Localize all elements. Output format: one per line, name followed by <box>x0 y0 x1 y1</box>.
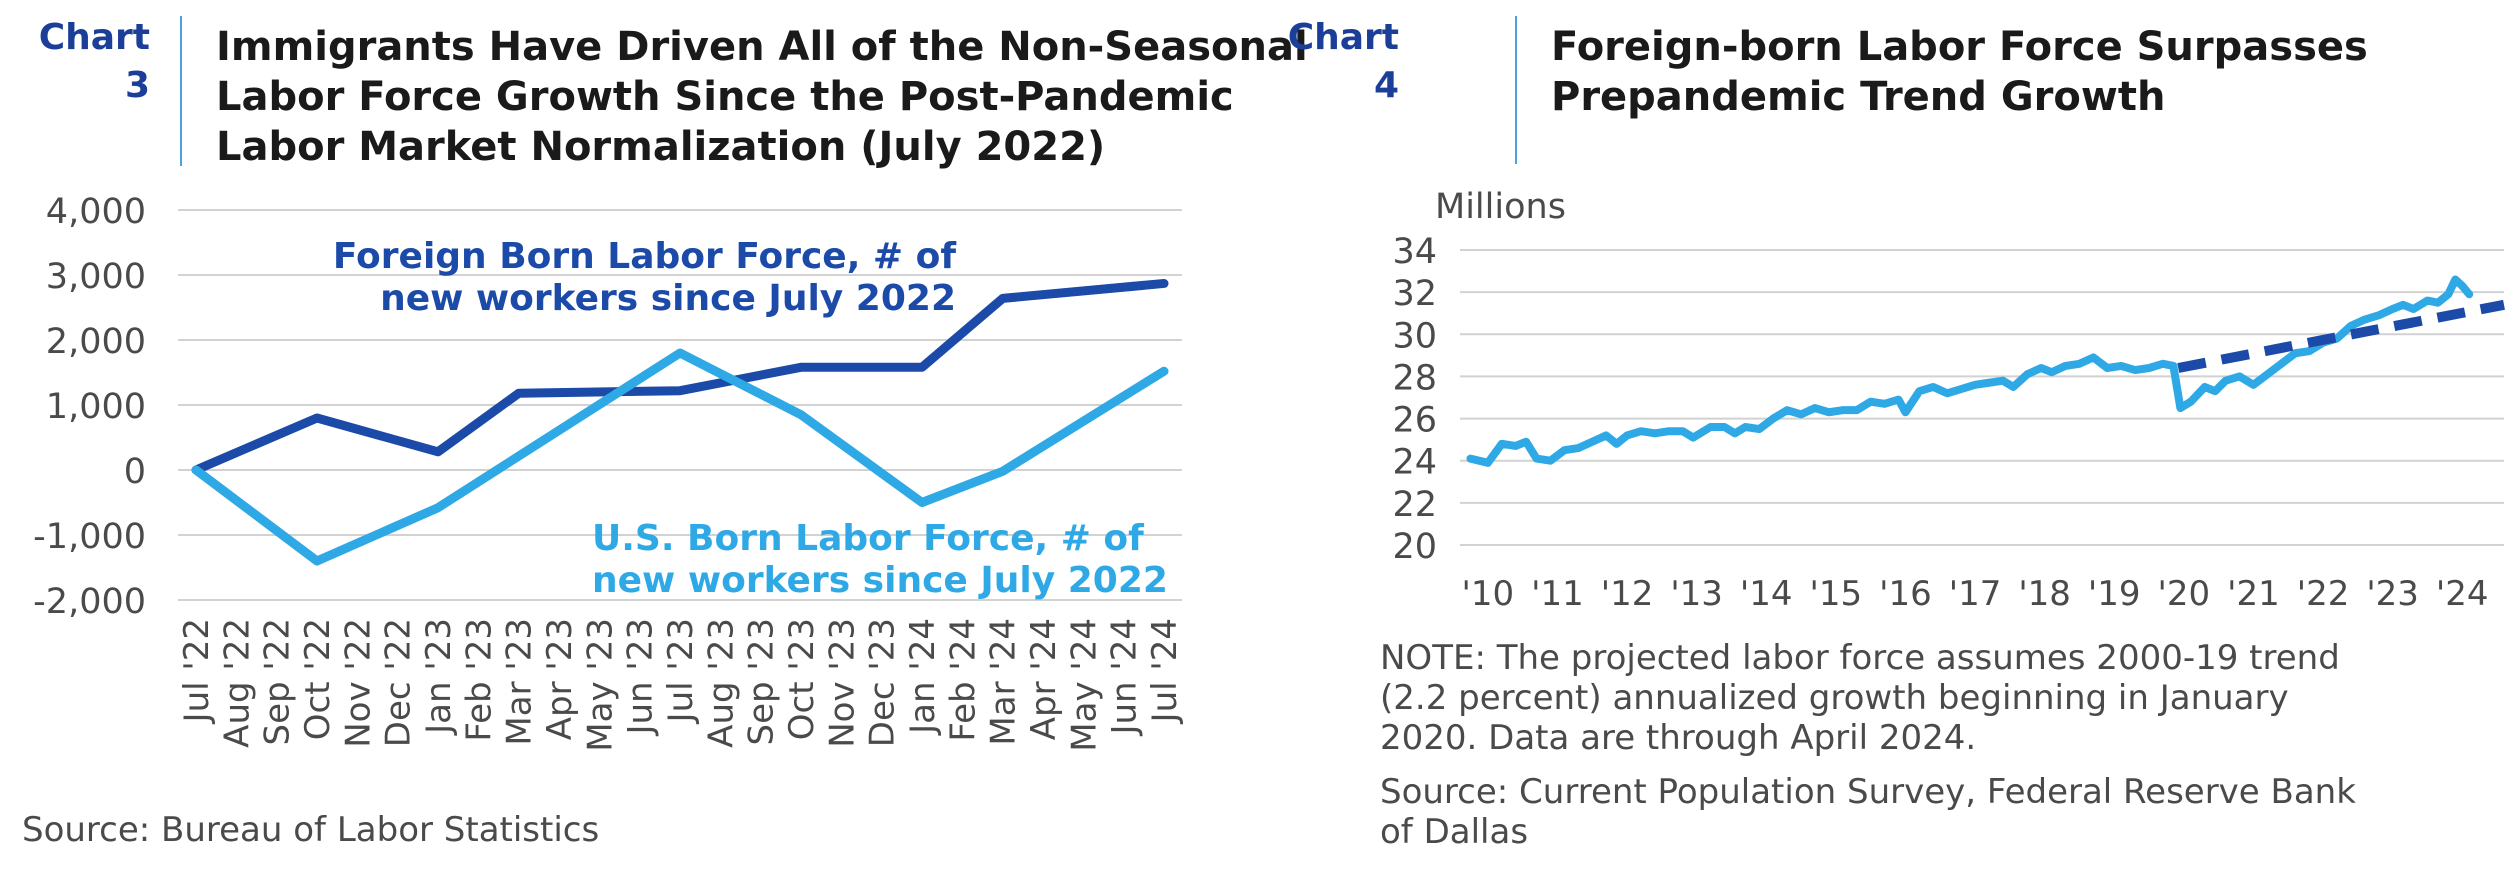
chart-3-y-tick-label: 4,000 <box>46 192 146 232</box>
chart-4-x-tick-label: '23 <box>2366 574 2419 614</box>
chart-4-y-axis-unit-label: Millions <box>1435 187 1566 227</box>
chart-4-projected-trend-line <box>2177 299 2505 373</box>
chart-3-x-tick-label: Jun '23 <box>621 618 661 737</box>
chart-4-y-tick-label: 28 <box>1392 358 1437 398</box>
chart-3-tag-number: 3 <box>124 65 150 106</box>
chart-3-x-tick-label: Apr '24 <box>1024 618 1064 740</box>
chart-3-y-tick-label: -2,000 <box>33 582 146 622</box>
chart-3-y-tick-label: 3,000 <box>46 257 146 297</box>
chart-3-y-tick-label: 0 <box>124 452 146 492</box>
chart-3-tag: Chart 3 <box>0 14 150 110</box>
chart-4-x-tick-label: '15 <box>1810 574 1863 614</box>
chart-4-actual-labor-force-line <box>1466 275 2474 467</box>
chart-3-x-tick-label: May '24 <box>1064 618 1104 752</box>
chart-3-x-tick-label: Jan '23 <box>419 618 459 736</box>
chart-3-x-tick-label: Jun '24 <box>1105 618 1145 737</box>
chart-3-y-tick-label: 1,000 <box>46 387 146 427</box>
chart-3-x-tick-label: Oct '22 <box>298 618 338 740</box>
chart-4-source: Source: Current Population Survey, Feder… <box>1380 772 2356 852</box>
chart-4-x-tick-label: '20 <box>2158 574 2211 614</box>
chart-4-note-line: (2.2 percent) annualized growth beginnin… <box>1380 678 2289 718</box>
chart-3-us-born-label: new workers since July 2022 <box>592 560 1168 601</box>
chart-4-x-tick-label: '11 <box>1531 574 1584 614</box>
chart-4-y-tick-label: 26 <box>1392 401 1437 441</box>
chart-4-x-tick-label: '21 <box>2227 574 2280 614</box>
chart-3-y-tick-label: -1,000 <box>33 517 146 557</box>
chart-3-title-line: Immigrants Have Driven All of the Non-Se… <box>216 24 1308 70</box>
chart-3-x-tick-label: Oct '23 <box>782 618 822 740</box>
chart-4-source-line: Source: Current Population Survey, Feder… <box>1380 772 2356 812</box>
chart-3-title-divider <box>180 16 182 166</box>
chart-3-x-tick-label: Apr '23 <box>540 618 580 740</box>
chart-3-x-tick-label: Jan '24 <box>903 618 943 736</box>
chart-3-foreign-born-series-line <box>191 278 1169 475</box>
chart-3-x-tick-label: May '23 <box>580 618 620 752</box>
chart-4-x-tick-label: '19 <box>2088 574 2141 614</box>
chart-3-x-tick-label: Nov '23 <box>822 618 862 748</box>
chart-3-title-line: Labor Market Normalization (July 2022) <box>216 124 1106 170</box>
chart-3-foreign-born-label: new workers since July 2022 <box>380 278 956 319</box>
chart-3-x-tick-label: Aug '22 <box>217 618 257 748</box>
chart-4-note-line: NOTE: The projected labor force assumes … <box>1380 638 2340 678</box>
chart-4-x-tick-label: '14 <box>1740 574 1793 614</box>
chart-3-x-tick-label: Nov '22 <box>338 618 378 748</box>
chart-3-x-tick-label: Feb '23 <box>459 618 499 742</box>
chart-3-x-tick-label: Feb '24 <box>943 618 983 742</box>
chart-4-y-tick-label: 24 <box>1392 443 1437 483</box>
chart-3-us-born-series-line <box>191 348 1169 566</box>
chart-4-x-tick-label: '10 <box>1462 574 1515 614</box>
chart-3-title: Immigrants Have Driven All of the Non-Se… <box>216 22 1308 172</box>
chart-4-title-line: Foreign-born Labor Force Surpasses <box>1551 24 2368 70</box>
chart-4-y-tick-label: 20 <box>1392 527 1437 567</box>
chart-3-x-tick-label: Aug '23 <box>701 618 741 748</box>
chart-4-x-tick-label: '16 <box>1879 574 1932 614</box>
chart-4-x-tick-label: '12 <box>1601 574 1654 614</box>
chart-3-line-chart: 4,000 3,000 2,000 1,000 0 -1,000 -2,000 Jul '22… <box>33 192 1185 752</box>
chart-3-foreign-born-label: Foreign Born Labor Force, # of <box>333 236 956 277</box>
chart-4-x-tick-label: '22 <box>2297 574 2350 614</box>
chart-4-y-tick-label: 32 <box>1392 274 1437 314</box>
chart-4-tag-number: 4 <box>1373 65 1399 106</box>
chart-4-x-tick-label: '13 <box>1670 574 1723 614</box>
chart-3-x-tick-label: Sep '22 <box>258 618 298 746</box>
chart-4-x-tick-label: '17 <box>1949 574 2002 614</box>
chart-3-x-tick-label: Jul '22 <box>177 618 217 724</box>
chart-3-x-tick-label: Mar '24 <box>984 618 1024 746</box>
chart-4-tag-word: Chart <box>1287 17 1399 58</box>
chart-3-x-tick-label: Sep '23 <box>742 618 782 746</box>
chart-4-y-tick-label: 22 <box>1392 485 1437 525</box>
chart-3-x-tick-label: Dec '23 <box>863 618 903 747</box>
chart-3-source-text: Source: Bureau of Labor Statistics <box>22 810 600 850</box>
chart-3-x-tick-label: Jul '24 <box>1145 618 1185 724</box>
chart-4-title-divider <box>1515 16 1517 164</box>
chart-4-title-line: Prepandemic Trend Growth <box>1551 74 2166 120</box>
chart-3-title-line: Labor Force Growth Since the Post-Pandem… <box>216 74 1234 120</box>
chart-4-x-tick-label: '24 <box>2436 574 2489 614</box>
chart-4-x-tick-label: '18 <box>2018 574 2071 614</box>
chart-3-x-tick-label: Jul '23 <box>661 618 701 724</box>
chart-4-tag: Chart 4 <box>1249 14 1399 110</box>
chart-4-source-line: of Dallas <box>1380 812 1529 852</box>
chart-3-x-tick-label: Mar '23 <box>500 618 540 746</box>
chart-3-x-tick-label: Dec '22 <box>379 618 419 747</box>
chart-4-title: Foreign-born Labor Force Surpasses Prepa… <box>1551 22 2451 122</box>
chart-3-y-tick-label: 2,000 <box>46 322 146 362</box>
chart-3-panel: Chart 3 Immigrants Have Driven All of th… <box>0 14 1308 850</box>
chart-4-panel: Chart 4 Foreign-born Labor Force Surpass… <box>1257 0 2514 875</box>
chart-3-source: Source: Bureau of Labor Statistics <box>22 810 599 850</box>
chart-3-us-born-label: U.S. Born Labor Force, # of <box>592 518 1144 559</box>
chart-4-y-tick-label: 30 <box>1392 316 1437 356</box>
chart-3-tag-word: Chart <box>38 17 150 58</box>
chart-4-note-line: 2020. Data are through April 2024. <box>1380 718 1977 758</box>
chart-4-note: NOTE: The projected labor force assumes … <box>1380 638 2340 758</box>
chart-4-y-tick-label: 34 <box>1392 232 1437 272</box>
